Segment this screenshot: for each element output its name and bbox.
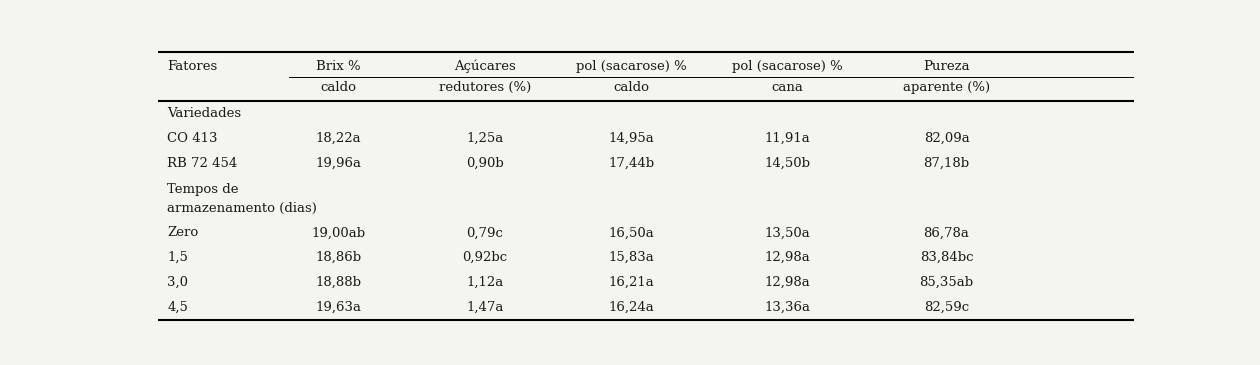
- Text: 16,50a: 16,50a: [609, 226, 654, 239]
- Text: armazenamento (dias): armazenamento (dias): [168, 201, 318, 215]
- Text: Tempos de: Tempos de: [168, 182, 238, 196]
- Text: 12,98a: 12,98a: [765, 251, 810, 264]
- Text: 4,5: 4,5: [168, 301, 188, 314]
- Text: caldo: caldo: [614, 81, 649, 94]
- Text: 17,44b: 17,44b: [609, 157, 654, 170]
- Text: Açúcares: Açúcares: [454, 59, 515, 73]
- Text: 18,22a: 18,22a: [315, 132, 360, 145]
- Text: Zero: Zero: [168, 226, 199, 239]
- Text: 18,86b: 18,86b: [315, 251, 362, 264]
- Text: 82,59c: 82,59c: [924, 301, 969, 314]
- Text: 83,84bc: 83,84bc: [920, 251, 973, 264]
- Text: 14,50b: 14,50b: [765, 157, 810, 170]
- Text: RB 72 454: RB 72 454: [168, 157, 238, 170]
- Text: 0,90b: 0,90b: [466, 157, 504, 170]
- Text: CO 413: CO 413: [168, 132, 218, 145]
- Text: 1,25a: 1,25a: [466, 132, 503, 145]
- Text: 19,63a: 19,63a: [315, 301, 362, 314]
- Text: 15,83a: 15,83a: [609, 251, 654, 264]
- Text: redutores (%): redutores (%): [438, 81, 530, 94]
- Text: aparente (%): aparente (%): [903, 81, 990, 94]
- Text: pol (sacarose) %: pol (sacarose) %: [732, 59, 843, 73]
- Text: 1,12a: 1,12a: [466, 276, 503, 289]
- Text: Fatores: Fatores: [168, 59, 218, 73]
- Text: 0,79c: 0,79c: [466, 226, 503, 239]
- Text: 16,21a: 16,21a: [609, 276, 654, 289]
- Text: 11,91a: 11,91a: [765, 132, 810, 145]
- Text: 82,09a: 82,09a: [924, 132, 969, 145]
- Text: 86,78a: 86,78a: [924, 226, 969, 239]
- Text: 1,5: 1,5: [168, 251, 188, 264]
- Text: Brix %: Brix %: [316, 59, 360, 73]
- Text: 1,47a: 1,47a: [466, 301, 503, 314]
- Text: 12,98a: 12,98a: [765, 276, 810, 289]
- Text: 14,95a: 14,95a: [609, 132, 654, 145]
- Text: 85,35ab: 85,35ab: [920, 276, 974, 289]
- Text: pol (sacarose) %: pol (sacarose) %: [576, 59, 687, 73]
- Text: caldo: caldo: [320, 81, 357, 94]
- Text: 0,92bc: 0,92bc: [462, 251, 508, 264]
- Text: cana: cana: [771, 81, 804, 94]
- Text: 87,18b: 87,18b: [924, 157, 970, 170]
- Text: 19,96a: 19,96a: [315, 157, 362, 170]
- Text: 13,36a: 13,36a: [765, 301, 810, 314]
- Text: 3,0: 3,0: [168, 276, 188, 289]
- Text: 16,24a: 16,24a: [609, 301, 654, 314]
- Text: 13,50a: 13,50a: [765, 226, 810, 239]
- Text: Pureza: Pureza: [924, 59, 970, 73]
- Text: Variedades: Variedades: [168, 107, 242, 120]
- Text: 19,00ab: 19,00ab: [311, 226, 365, 239]
- Text: 18,88b: 18,88b: [315, 276, 362, 289]
